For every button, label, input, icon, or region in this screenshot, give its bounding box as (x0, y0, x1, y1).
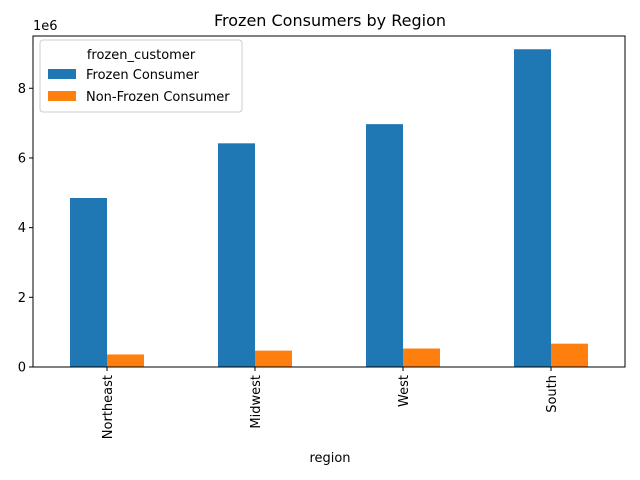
chart-title: Frozen Consumers by Region (214, 11, 446, 30)
bar-midwest-non-frozen-consumer (255, 350, 292, 367)
y-tick-label: 4 (18, 221, 26, 236)
y-ticks: 0 2 4 6 8 (18, 82, 33, 376)
y-tick-label: 8 (18, 82, 26, 97)
y-tick-label: 6 (18, 151, 26, 166)
y-tick-label: 0 (18, 361, 26, 376)
plot-frame (32, 35, 626, 368)
x-tick-label-west: West (397, 375, 412, 407)
legend-label-non-frozen-consumer: Non-Frozen Consumer (86, 90, 230, 105)
bar-west-frozen-consumer (366, 124, 403, 367)
bars-group (70, 49, 588, 368)
x-ticks: Northeast Midwest West South (101, 367, 560, 439)
axes-group (32, 35, 626, 368)
x-tick-label-northeast: Northeast (101, 375, 116, 439)
x-tick-label-midwest: Midwest (249, 375, 264, 429)
legend-swatch-non-frozen-consumer (48, 91, 76, 101)
x-axis-label: region (309, 451, 350, 466)
legend-frame (39, 39, 243, 113)
bar-midwest-frozen-consumer (218, 143, 255, 367)
bar-northeast-frozen-consumer (70, 198, 107, 367)
legend-swatch-frozen-consumer (48, 69, 76, 79)
y-tick-label: 2 (18, 291, 26, 306)
bar-south-non-frozen-consumer (551, 343, 588, 367)
y-axis-multiplier: 1e6 (33, 19, 58, 34)
legend-title: frozen_customer (87, 48, 196, 63)
x-tick-label-south: South (545, 375, 560, 413)
legend: frozen_customer Frozen Consumer Non-Froze… (39, 39, 243, 113)
legend-label-frozen-consumer: Frozen Consumer (86, 68, 200, 83)
bar-west-non-frozen-consumer (403, 348, 440, 367)
bar-northeast-non-frozen-consumer (107, 354, 144, 367)
bar-south-frozen-consumer (514, 49, 551, 368)
